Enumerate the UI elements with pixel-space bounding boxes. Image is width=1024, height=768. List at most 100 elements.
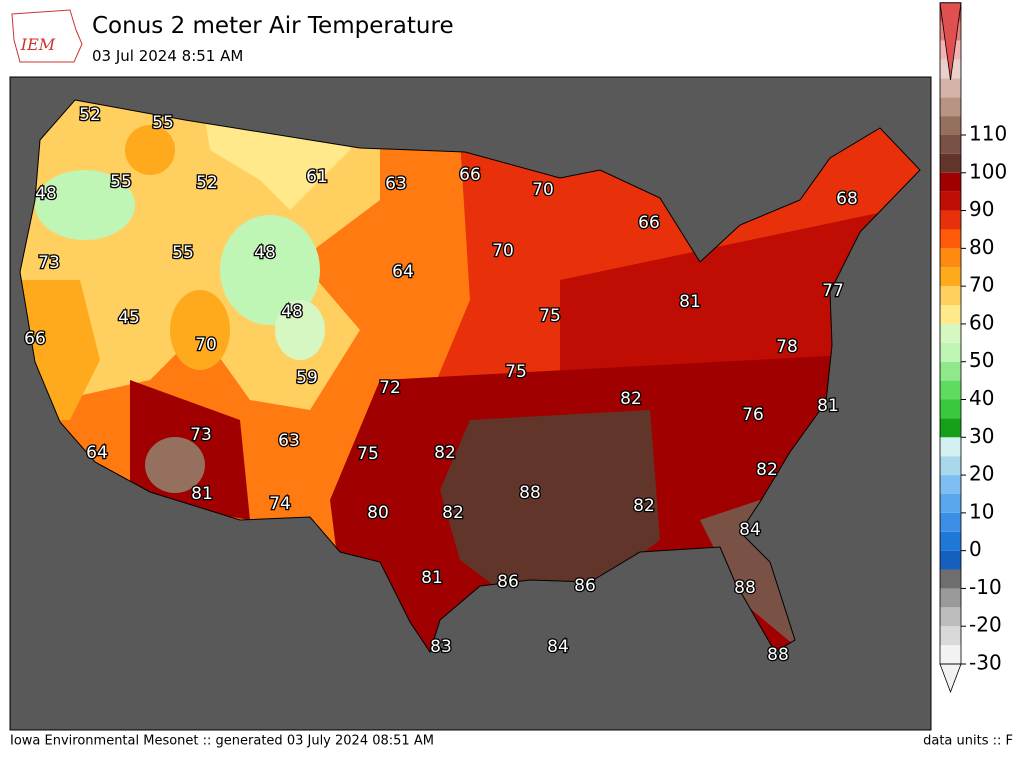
station-label: 55 (152, 113, 174, 133)
station-label: 82 (633, 496, 655, 516)
colorbar-band (940, 380, 961, 400)
station-label: 48 (281, 302, 303, 322)
colorbar-band (940, 399, 961, 419)
colorbar: -30 -20 -10 0 10 20 30 40 50 60 70 80 90 100 110 (939, 2, 1007, 694)
colorbar-tick-label: 0 (969, 537, 982, 561)
colorbar-band (940, 78, 961, 98)
station-label: 63 (278, 431, 300, 451)
station-label: 80 (367, 503, 389, 523)
colorbar-band (940, 588, 961, 608)
footer-right: data units :: F (923, 734, 1013, 749)
footer-left: Iowa Environmental Mesonet :: generated … (10, 734, 434, 749)
colorbar-tick-label: 30 (969, 424, 994, 448)
colorbar-band (940, 153, 961, 173)
station-label: 81 (679, 292, 701, 312)
colorbar-tick-label: 110 (969, 122, 1007, 146)
colorbar-band (940, 116, 961, 135)
station-label: 64 (86, 443, 108, 463)
station-label: 70 (532, 180, 554, 200)
station-label: 81 (421, 568, 443, 588)
station-label: 75 (357, 444, 379, 464)
station-label: 81 (817, 396, 839, 416)
colorbar-band (940, 191, 961, 211)
colorbar-tick-label: 60 (969, 310, 994, 334)
station-label: 70 (492, 241, 514, 261)
station-label: 66 (638, 213, 660, 233)
colorbar-band (940, 305, 961, 324)
station-label: 84 (547, 637, 569, 657)
colorbar-band (940, 342, 961, 362)
station-labels: 52 55 48 55 52 61 63 66 70 66 73 55 48 70 64 45 48 66 70 75… (23, 104, 859, 667)
colorbar-tick-label: 80 (969, 235, 994, 259)
station-label: 82 (756, 460, 778, 480)
colorbar-band (940, 172, 961, 192)
colorbar-band (940, 626, 961, 646)
title: Conus 2 meter Air Temperature (92, 13, 454, 39)
colorbar-band (940, 607, 961, 627)
colorbar-tick-label: 100 (969, 159, 1007, 183)
station-label: 88 (519, 483, 541, 503)
colorbar-frame (939, 2, 962, 665)
logo-text: IEM (20, 35, 56, 54)
colorbar-tick-label: -20 (969, 613, 1002, 637)
logo: IEM (11, 9, 83, 63)
station-label: 61 (306, 167, 328, 187)
colorbar-arrow-bottom (939, 663, 962, 694)
station-label: 88 (767, 645, 789, 665)
station-label: 82 (620, 389, 642, 409)
station-label: 63 (385, 174, 407, 194)
station-label: 66 (24, 329, 46, 349)
subtitle: 03 Jul 2024 8:51 AM (92, 47, 243, 65)
country-outline (19, 99, 921, 654)
colorbar-tick-label: 40 (969, 386, 994, 410)
station-label: 77 (822, 281, 844, 301)
station-label: 82 (442, 503, 464, 523)
station-label: 75 (505, 362, 527, 382)
colorbar-band (940, 437, 961, 457)
colorbar-band (940, 475, 961, 494)
colorbar-tick-label: 90 (969, 197, 994, 221)
colorbar-tick-label: -30 (969, 651, 1002, 675)
colorbar-band (940, 569, 961, 589)
colorbar-band (940, 493, 961, 513)
colorbar-band (940, 229, 961, 249)
colorbar-band (940, 135, 961, 154)
station-label: 86 (574, 576, 596, 596)
station-label: 45 (118, 308, 140, 328)
station-label: 55 (172, 243, 194, 263)
colorbar-tick-label: 50 (969, 348, 994, 372)
colorbar-band (940, 248, 961, 268)
station-label: 59 (296, 368, 318, 388)
colorbar-tick-label: 70 (969, 273, 994, 297)
station-label: 52 (79, 105, 101, 125)
colorbar-band (940, 323, 961, 343)
station-label: 72 (379, 378, 401, 398)
station-label: 73 (38, 253, 60, 273)
station-label: 86 (497, 572, 519, 592)
station-label: 48 (35, 184, 57, 204)
station-label: 48 (254, 243, 276, 263)
station-label: 66 (459, 165, 481, 185)
colorbar-band (940, 456, 961, 476)
station-label: 75 (539, 306, 561, 326)
station-label: 81 (191, 484, 213, 504)
colorbar-tick-label: 20 (969, 462, 994, 486)
station-label: 55 (110, 172, 132, 192)
station-label: 70 (195, 335, 217, 355)
colorbar-band (940, 645, 961, 664)
colorbar-band (940, 531, 961, 551)
station-label: 78 (776, 337, 798, 357)
colorbar-band (940, 512, 961, 532)
station-label: 88 (734, 578, 756, 598)
colorbar-band (940, 361, 961, 381)
colorbar-tick-label: 10 (969, 499, 994, 523)
station-label: 76 (742, 405, 764, 425)
station-label: 52 (196, 173, 218, 193)
station-label: 68 (836, 189, 858, 209)
station-label: 84 (739, 520, 761, 540)
colorbar-band (940, 267, 961, 287)
colorbar-band (940, 550, 961, 570)
station-label: 82 (434, 443, 456, 463)
station-label: 73 (190, 425, 212, 445)
